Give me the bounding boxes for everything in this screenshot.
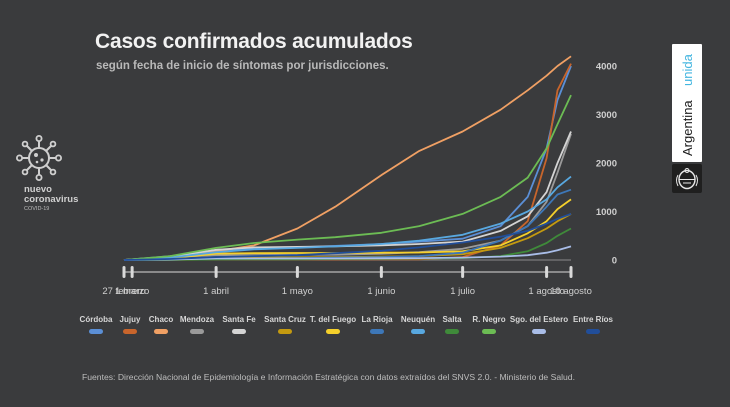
- x-tick-label: 1 abril: [203, 286, 229, 297]
- legend-swatch: [190, 329, 204, 334]
- argentina-unida-logo: [672, 44, 702, 162]
- series-line: [123, 245, 572, 261]
- x-tick-mark: [214, 266, 218, 278]
- series-lines: [123, 55, 572, 261]
- series-line: [123, 175, 572, 261]
- legend-label: Mendoza: [179, 315, 215, 324]
- y-tick-label: 3000: [596, 110, 617, 121]
- series-line: [123, 198, 572, 261]
- series-line: [123, 133, 572, 261]
- chart-subtitle: según fecha de inicio de síntomas por ju…: [96, 60, 389, 72]
- y-tick-label: 4000: [596, 62, 617, 73]
- coat-of-arms-icon: [672, 164, 702, 193]
- chart-title: Casos confirmados acumulados: [95, 30, 413, 53]
- y-axis: 0 1000 2000 3000 4000: [596, 62, 617, 267]
- legend-label: Chaco: [148, 315, 174, 324]
- y-tick-label: 0: [612, 256, 617, 267]
- series-line: [123, 63, 572, 261]
- x-tick-mark: [379, 266, 383, 278]
- x-tick-label: 27 febrero: [102, 286, 145, 297]
- legend-swatch: [123, 329, 137, 334]
- legend-label: T. del Fuego: [309, 315, 357, 324]
- series-line: [123, 213, 572, 261]
- y-tick-label: 1000: [596, 207, 617, 218]
- series-line: [123, 55, 572, 261]
- x-tick-mark: [122, 266, 126, 278]
- series-line: [123, 131, 572, 261]
- x-tick-mark: [545, 266, 549, 278]
- series-line: [123, 94, 572, 261]
- legend-label: R. Negro: [472, 315, 506, 324]
- legend-label: Santa Cruz: [264, 315, 306, 324]
- legend-swatch: [445, 329, 459, 334]
- legend-swatch: [370, 329, 384, 334]
- x-tick-mark: [130, 266, 134, 278]
- legend-swatch: [89, 329, 103, 334]
- legend-swatch: [532, 329, 546, 334]
- legend-label: Sgo. del Estero: [509, 315, 569, 324]
- x-tick-label: 1 mayo: [282, 286, 313, 297]
- brand-coronavirus: coronavirus: [24, 194, 79, 205]
- legend-swatch: [411, 329, 425, 334]
- series-line: [123, 65, 572, 261]
- legend-swatch: [278, 329, 292, 334]
- x-tick-label: 1 junio: [367, 286, 395, 297]
- sources-footnote: Fuentes: Dirección Nacional de Epidemiol…: [82, 372, 575, 382]
- legend-swatch: [232, 329, 246, 334]
- brand-nuevo: nuevo: [24, 184, 52, 195]
- virus-icon: [16, 135, 63, 182]
- legend-swatch: [586, 329, 600, 334]
- brand-covid: COVID-19: [24, 206, 50, 212]
- logo-word-unida: unida: [680, 53, 695, 86]
- argentina-unida-wordmark: Argentina unida: [680, 53, 695, 156]
- legend-swatch: [326, 329, 340, 334]
- x-tick-mark: [461, 266, 465, 278]
- legend-swatch: [482, 329, 496, 334]
- x-tick-mark: [295, 266, 299, 278]
- legend-label: La Rioja: [361, 315, 393, 324]
- x-tick-mark: [569, 266, 573, 278]
- x-tick-label: 1 agosto: [528, 286, 564, 297]
- legend-swatch: [154, 329, 168, 334]
- x-tick-label: 1 julio: [450, 286, 475, 297]
- legend-label: Entre Ríos: [572, 315, 614, 324]
- x-tick-label: 1 marzo: [115, 286, 149, 297]
- legend-label: Neuquén: [400, 315, 436, 324]
- legend-label: Jujuy: [119, 315, 141, 324]
- legend-label: Córdoba: [79, 315, 113, 324]
- logo-word-argentina: Argentina: [680, 100, 695, 156]
- x-tick-label: 10 agosto: [550, 286, 592, 297]
- legend-label: Salta: [442, 315, 462, 324]
- y-tick-label: 2000: [596, 159, 617, 170]
- series-line: [123, 188, 572, 261]
- legend-label: Santa Fe: [222, 315, 256, 324]
